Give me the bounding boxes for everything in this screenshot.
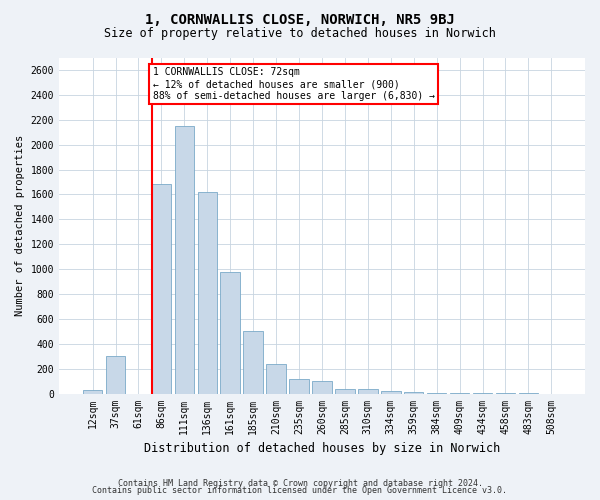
Bar <box>220 272 240 394</box>
Bar <box>106 356 125 394</box>
Bar <box>312 381 332 394</box>
Bar <box>289 378 309 394</box>
Bar <box>266 364 286 394</box>
Y-axis label: Number of detached properties: Number of detached properties <box>15 135 25 316</box>
Bar <box>381 391 401 394</box>
Text: Contains public sector information licensed under the Open Government Licence v3: Contains public sector information licen… <box>92 486 508 495</box>
Bar <box>152 184 171 394</box>
X-axis label: Distribution of detached houses by size in Norwich: Distribution of detached houses by size … <box>144 442 500 455</box>
Bar <box>335 388 355 394</box>
Bar <box>427 393 446 394</box>
Text: 1, CORNWALLIS CLOSE, NORWICH, NR5 9BJ: 1, CORNWALLIS CLOSE, NORWICH, NR5 9BJ <box>145 12 455 26</box>
Bar <box>358 389 377 394</box>
Bar <box>175 126 194 394</box>
Text: Size of property relative to detached houses in Norwich: Size of property relative to detached ho… <box>104 28 496 40</box>
Text: Contains HM Land Registry data © Crown copyright and database right 2024.: Contains HM Land Registry data © Crown c… <box>118 478 482 488</box>
Bar <box>244 332 263 394</box>
Bar <box>197 192 217 394</box>
Bar <box>83 390 103 394</box>
Text: 1 CORNWALLIS CLOSE: 72sqm
← 12% of detached houses are smaller (900)
88% of semi: 1 CORNWALLIS CLOSE: 72sqm ← 12% of detac… <box>153 68 435 100</box>
Bar <box>404 392 424 394</box>
